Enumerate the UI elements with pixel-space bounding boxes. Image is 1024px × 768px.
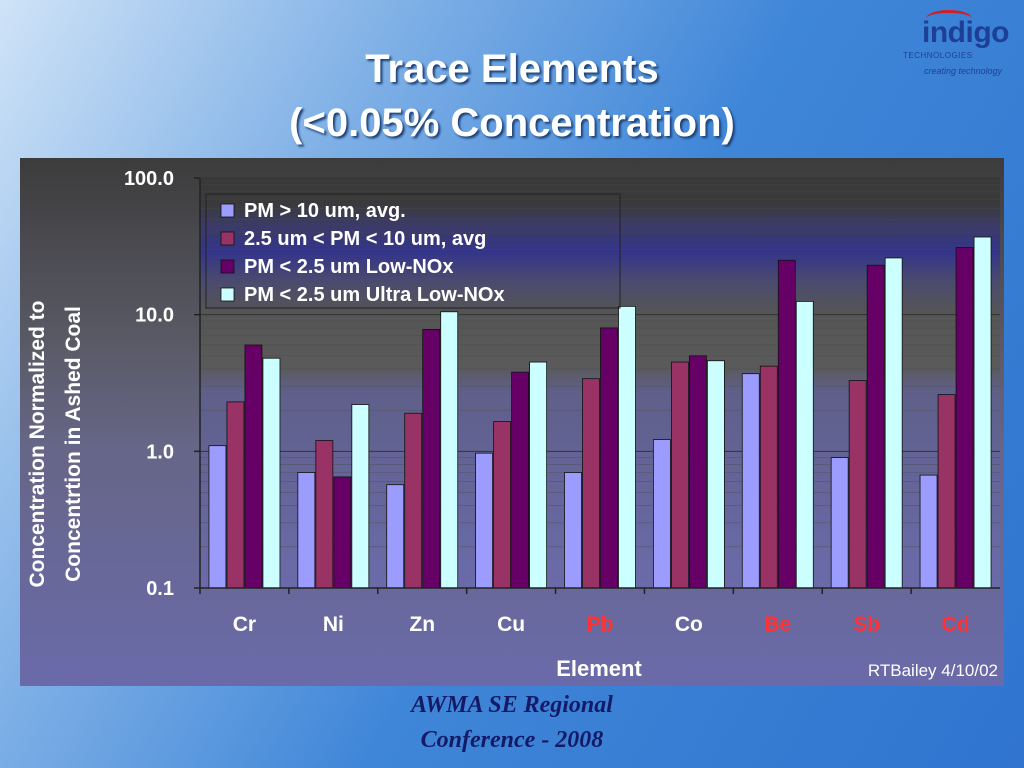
legend-label: PM < 2.5 um Low-NOx xyxy=(244,256,453,278)
bar xyxy=(848,380,867,589)
logo-tagline: creating technology xyxy=(924,66,1003,76)
y-tick-label: 1.0 xyxy=(146,441,174,463)
x-tick-label: Sb xyxy=(853,613,880,636)
footer-line-1: AWMA SE Regional xyxy=(411,692,613,718)
legend-label: PM < 2.5 um Ultra Low-NOx xyxy=(244,284,505,306)
bar xyxy=(529,361,548,589)
footer-line-2: Conference - 2008 xyxy=(420,727,604,753)
bar xyxy=(351,404,370,589)
logo-subtitle: TECHNOLOGIES xyxy=(903,51,973,60)
x-axis-label: Element xyxy=(556,656,642,681)
y-tick-label: 0.1 xyxy=(146,578,174,600)
bars-group xyxy=(208,236,992,589)
bar xyxy=(795,301,814,589)
bar xyxy=(244,344,263,589)
legend-swatch xyxy=(220,259,235,274)
bar xyxy=(919,474,938,589)
x-tick-label: Ni xyxy=(323,613,344,636)
legend-label: PM > 10 um, avg. xyxy=(244,200,406,222)
bar xyxy=(688,355,707,589)
bar xyxy=(955,247,974,589)
bar xyxy=(333,476,352,589)
x-tick-label: Pb xyxy=(587,613,614,636)
x-tick-label: Co xyxy=(675,613,703,636)
bar xyxy=(386,484,405,589)
bar xyxy=(741,373,760,589)
logo-arc-icon xyxy=(926,10,972,27)
legend-box xyxy=(205,193,621,309)
legend-swatch xyxy=(220,203,235,218)
bar xyxy=(706,360,725,589)
bar xyxy=(652,439,671,589)
x-tick-label: Cr xyxy=(233,613,256,636)
logo-word: indigo xyxy=(922,16,1009,49)
x-tick-labels: Cr Ni Zn Cu Pb Co Be Sb Cd xyxy=(233,613,970,636)
bar xyxy=(493,421,512,589)
bar xyxy=(440,311,459,589)
bar-chart: 100.0 10.0 1.0 0.1 Cr Ni Zn Cu Pb Co Be Sb Cd Conce… xyxy=(20,158,1004,686)
bar xyxy=(208,445,227,589)
bar xyxy=(866,264,885,589)
bar xyxy=(884,257,903,589)
bar xyxy=(618,305,636,589)
indigo-logo: indigo TECHNOLOGIES creating technology xyxy=(900,10,1014,80)
bar xyxy=(582,378,600,589)
x-tick-label: Cd xyxy=(942,613,970,636)
bar xyxy=(777,259,796,589)
x-tick-label: Be xyxy=(764,613,791,636)
slide-title-line-1: Trace Elements xyxy=(365,47,659,91)
legend-swatch xyxy=(220,287,235,302)
bar xyxy=(315,440,334,589)
bar xyxy=(973,236,992,589)
bar xyxy=(511,371,530,589)
bar xyxy=(262,357,281,589)
y-axis-label-line-1: Concentration Normalized to xyxy=(26,300,49,587)
y-tick-labels: 100.0 10.0 1.0 0.1 xyxy=(124,168,174,600)
y-tick-label: 10.0 xyxy=(135,305,174,327)
bar xyxy=(475,452,494,589)
legend: PM > 10 um, avg. 2.5 um < PM < 10 um, avg… xyxy=(205,193,621,309)
bar xyxy=(759,365,778,589)
bar xyxy=(422,329,441,589)
x-tick-label: Zn xyxy=(409,613,435,636)
plot-area xyxy=(200,178,1000,588)
legend-swatch xyxy=(220,231,235,246)
x-tick-label: Cu xyxy=(497,613,525,636)
bar xyxy=(830,457,849,589)
legend-label: 2.5 um < PM < 10 um, avg xyxy=(244,228,486,250)
bar xyxy=(226,401,245,589)
chart-credit: RTBailey 4/10/02 xyxy=(868,661,998,680)
bar xyxy=(297,472,316,589)
bar xyxy=(404,412,423,589)
axes-group xyxy=(194,177,1000,594)
bar xyxy=(937,394,956,589)
bar xyxy=(600,327,618,589)
chart-panel: 100.0 10.0 1.0 0.1 Cr Ni Zn Cu Pb Co Be Sb Cd Conce… xyxy=(20,158,1004,686)
y-axis-label-line-2: Concentrtion in Ashed Coal xyxy=(62,306,85,582)
bar xyxy=(564,472,582,589)
slide-title-line-2: (<0.05% Concentration) xyxy=(289,101,735,145)
y-tick-label: 100.0 xyxy=(124,168,174,190)
bar xyxy=(670,361,689,589)
